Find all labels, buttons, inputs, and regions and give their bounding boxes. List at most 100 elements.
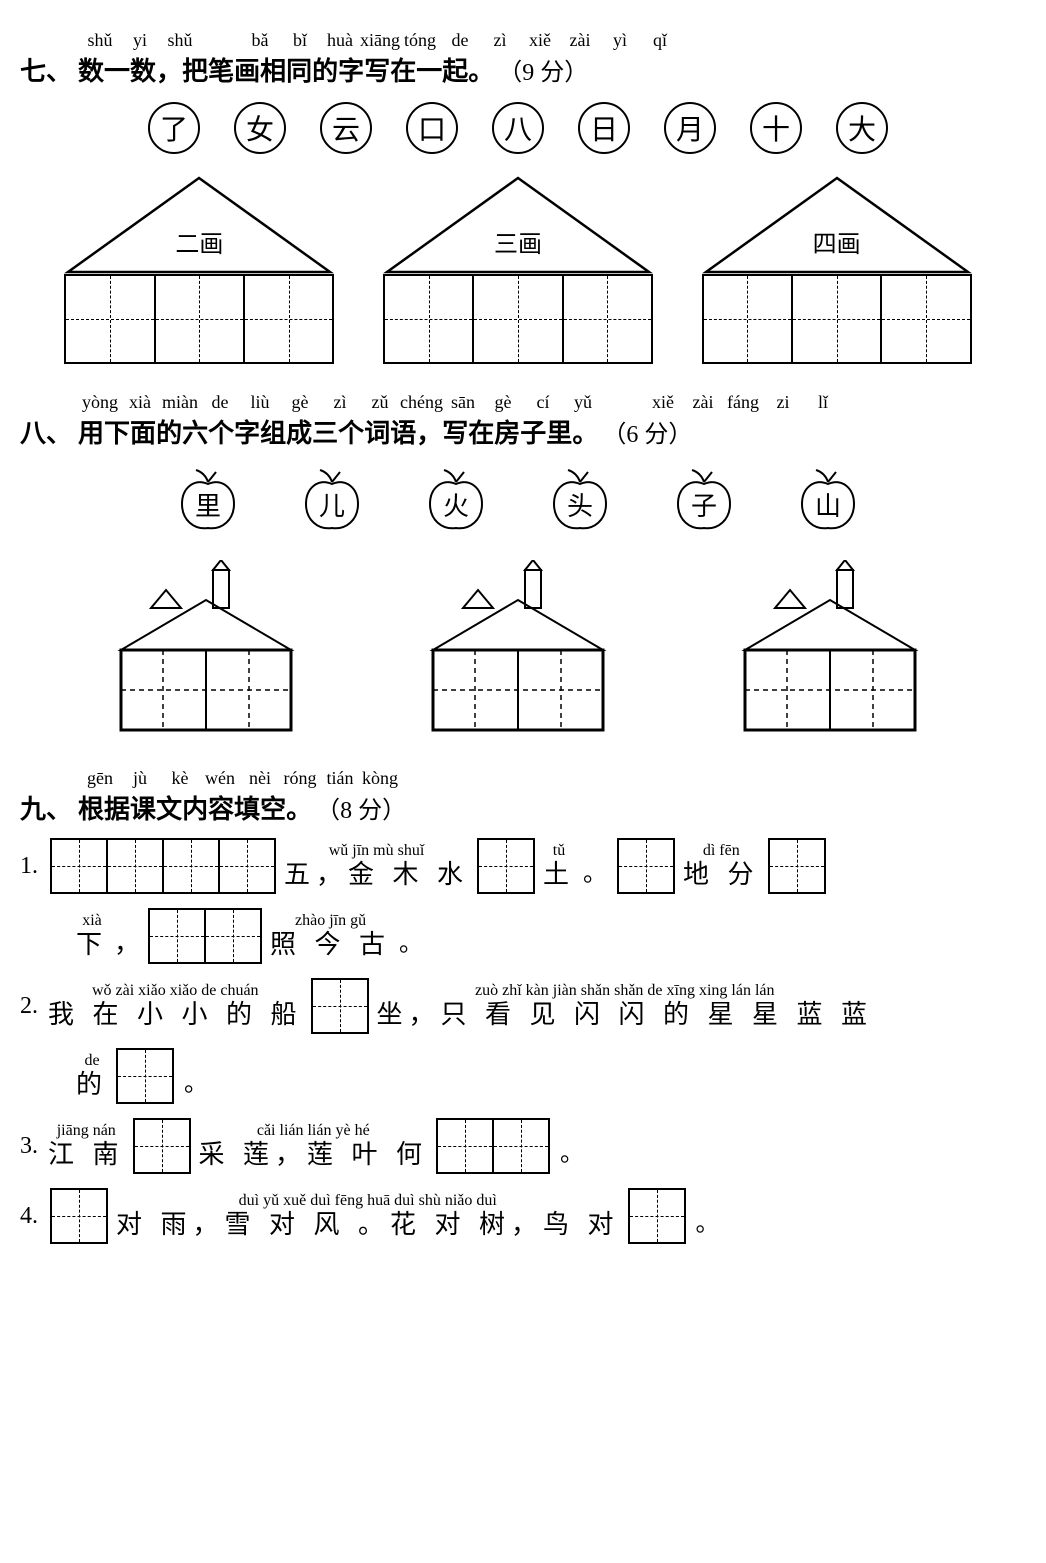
hanzi-char: 子 xyxy=(520,419,546,448)
punctuation: 。 xyxy=(696,1203,720,1244)
tianzige-blank xyxy=(116,1048,174,1104)
section-7-hanzi: 七、 数一数，把笔画相同的字写在一起 。 （9 分） xyxy=(20,51,1016,88)
circled-char: 日 xyxy=(578,102,630,154)
section-8-houses xyxy=(20,560,1016,740)
hanzi-char: 数 xyxy=(78,57,104,86)
pinyin-syllable: zì xyxy=(320,392,360,413)
pinyin-syllable xyxy=(603,392,643,413)
question-number: 4. xyxy=(20,1203,38,1230)
question-number: 3. xyxy=(20,1133,38,1160)
hanzi-char: 笔 xyxy=(208,57,234,86)
circled-char: 了 xyxy=(148,102,200,154)
circled-char: 女 xyxy=(234,102,286,154)
hanzi-char: 个 xyxy=(208,419,234,448)
apple-char: 里 xyxy=(176,464,240,534)
pinyin-syllable: de xyxy=(440,30,480,51)
tianzige-blank xyxy=(436,1118,550,1174)
hanzi-char: 六 xyxy=(182,419,208,448)
section-7-pinyin: shǔyishǔbǎbǐhuàxiāngtóngdezìxiězàiyìqǐ xyxy=(80,30,1016,51)
tianzige-cell xyxy=(245,276,332,362)
hanzi-char: 成 xyxy=(286,419,312,448)
text-fragment: duì yǔ xuě duì fēng huā duì shù niǎo duì… xyxy=(116,1193,620,1240)
pinyin-syllable: zǔ xyxy=(360,392,400,413)
hanzi-char: 空 xyxy=(260,795,286,824)
hanzi-char: 的 xyxy=(312,57,338,86)
pinyin-syllable xyxy=(200,30,240,51)
hanzi-text: 我 在 小 小 的 船 xyxy=(48,1001,303,1030)
word-house xyxy=(725,560,935,740)
tianzige-grid xyxy=(383,274,653,364)
tianzige-blank xyxy=(311,978,369,1034)
hanzi-char: ， xyxy=(416,419,442,448)
section-9-pinyin: gēnjùkèwénnèiróngtiánkòng xyxy=(80,768,1016,789)
pinyin-syllable: róng xyxy=(280,768,320,789)
section-9-number: 九、 xyxy=(20,789,72,826)
pinyin-syllable: gè xyxy=(280,392,320,413)
tianzige-cell xyxy=(882,276,969,362)
apple-char: 火 xyxy=(424,464,488,534)
tianzige-blank xyxy=(477,838,535,894)
tianzige-cell xyxy=(474,276,563,362)
hanzi-char: 面 xyxy=(130,419,156,448)
word-house xyxy=(101,560,311,740)
pinyin-syllable: sān xyxy=(443,392,483,413)
tianzige-grid xyxy=(64,274,334,364)
hanzi-char: 的 xyxy=(156,419,182,448)
hanzi-text: 土 xyxy=(543,861,575,890)
apple-char: 头 xyxy=(548,464,612,534)
circled-char: 口 xyxy=(406,102,458,154)
section-7-houses: 二画 三画 四画 xyxy=(20,174,1016,364)
pinyin-syllable: shǔ xyxy=(80,30,120,51)
section-7-circles: 了女云口八日月十大 xyxy=(20,102,1016,154)
punctuation: ， xyxy=(114,923,140,964)
pinyin-text: cǎi lián lián yè hé xyxy=(257,1123,370,1139)
pinyin-syllable: zi xyxy=(763,392,803,413)
pinyin-syllable: miàn xyxy=(160,392,200,413)
apple-char: 子 xyxy=(672,464,736,534)
pinyin-syllable: zài xyxy=(560,30,600,51)
house-label: 二画 xyxy=(64,224,334,259)
hanzi-char: 三 xyxy=(312,419,338,448)
pinyin-syllable: de xyxy=(200,392,240,413)
punctuation: 。 xyxy=(184,1063,208,1104)
hanzi-char: ， xyxy=(156,57,182,86)
question-3: 3. jiāng nán 江 南 cǎi lián lián yè hé采 莲，莲 叶… xyxy=(20,1118,1016,1174)
hanzi-text: 地 分 xyxy=(683,861,760,890)
hanzi-text: 五，金 木 水 xyxy=(284,861,469,890)
hanzi-text: 下 xyxy=(76,931,108,960)
hanzi-char: 房 xyxy=(494,419,520,448)
pinyin-syllable: xiě xyxy=(520,30,560,51)
pinyin-syllable: yi xyxy=(120,30,160,51)
text-fragment: wǔ jīn mù shuǐ 五，金 木 水 xyxy=(284,843,469,890)
hanzi-char: 相 xyxy=(260,57,286,86)
section-8-apples: 里儿火头子山 xyxy=(20,464,1016,534)
hanzi-char: 下 xyxy=(104,419,130,448)
text-fragment: cǎi lián lián yè hé采 莲，莲 叶 何 xyxy=(199,1123,429,1170)
text-fragment: dì fēn地 分 xyxy=(683,843,760,890)
pinyin-syllable: yǔ xyxy=(563,392,603,413)
circled-char: 云 xyxy=(320,102,372,154)
section-9: gēnjùkèwénnèiróngtiánkòng 九、 根据课文内容填空 。 … xyxy=(20,768,1016,1244)
section-8-hanzi: 八、 用下面的六个字组成三个词语，写在房子里 。 （6 分） xyxy=(20,413,1016,450)
section-8-pinyin: yòngxiàmiàndeliùgèzìzǔchéngsāngècíyǔxiěz… xyxy=(80,392,1016,413)
tianzige-cell xyxy=(704,276,793,362)
hanzi-char: 一 xyxy=(104,57,130,86)
house-label: 三画 xyxy=(383,224,653,259)
hanzi-char: 课 xyxy=(130,795,156,824)
punctuation: 。 xyxy=(583,853,607,894)
hanzi-char: 在 xyxy=(390,57,416,86)
house-label: 四画 xyxy=(702,224,972,259)
section-7-tail: 。 xyxy=(468,51,494,88)
hanzi-text: 对 雨，雪 对 风 。花 对 树，鸟 对 xyxy=(116,1211,620,1240)
apple-char: 山 xyxy=(796,464,860,534)
tianzige-blank xyxy=(768,838,826,894)
pinyin-text: wǔ jīn mù shuǐ xyxy=(329,843,425,859)
tianzige-cell xyxy=(564,276,651,362)
hanzi-char: 填 xyxy=(234,795,260,824)
pinyin-text: jiāng nán xyxy=(57,1123,116,1139)
pinyin-syllable: bǐ xyxy=(280,30,320,51)
tianzige-blank xyxy=(50,1188,108,1244)
pinyin-syllable: huà xyxy=(320,30,360,51)
hanzi-text: 江 南 xyxy=(48,1141,125,1170)
hanzi-char: 用 xyxy=(78,419,104,448)
